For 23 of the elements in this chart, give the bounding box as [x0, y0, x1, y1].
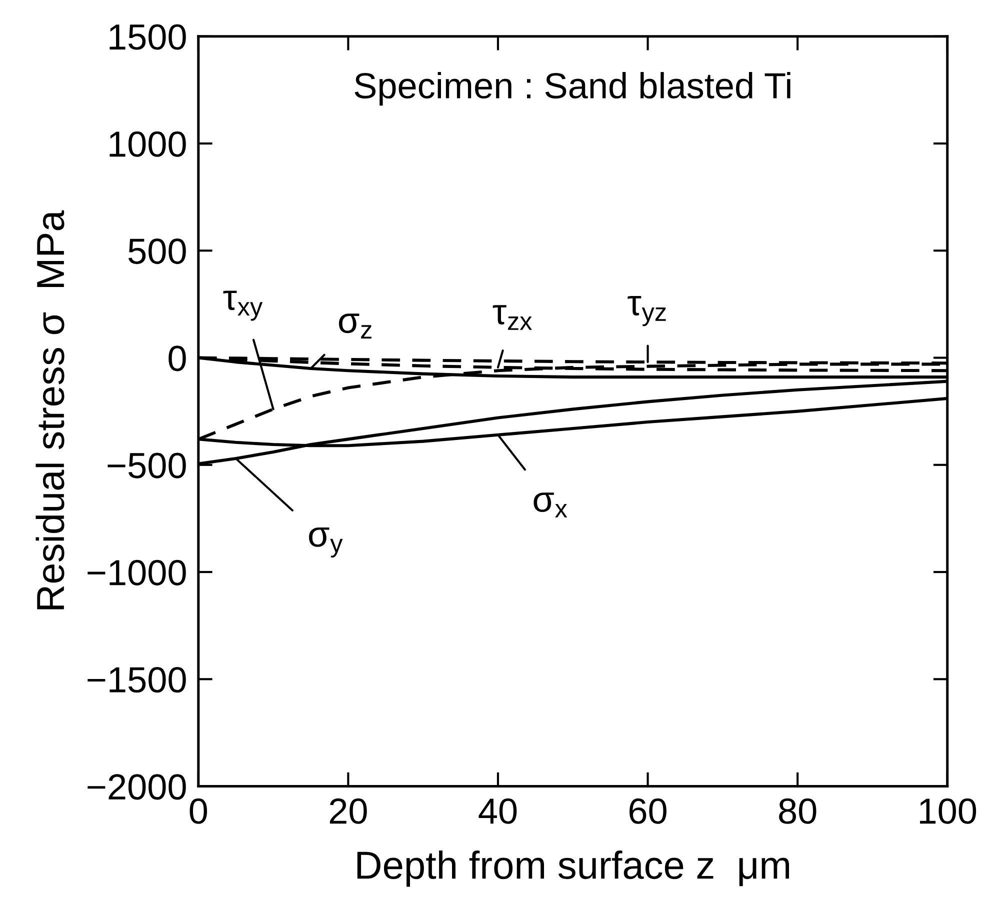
- x-tick-label: 80: [779, 798, 816, 824]
- legend-label: σ$_{x}$: [534, 492, 568, 518]
- x-tick-label: 40: [478, 798, 517, 824]
- series-label: τ$_{yz}$: [628, 296, 666, 326]
- y-tick-label: 1500: [110, 24, 186, 50]
- x-tick-label: 0: [190, 798, 208, 824]
- series-label: σ$_{z}$: [338, 314, 372, 338]
- series-label: τ$_{zx}$: [492, 305, 532, 330]
- y-axis-title: Residual stress σ MPa: [36, 210, 64, 610]
- x-tick-label: 100: [920, 798, 976, 824]
- x-axis-title: Depth from surface z μm: [357, 850, 789, 887]
- x-tick-label: 60: [630, 798, 666, 824]
- y-tick-label: −1500: [88, 667, 186, 693]
- y-tick-label: −2000: [88, 774, 186, 800]
- text: Specimen : Sand blasted Ti: [354, 72, 790, 106]
- x-tick-label: 20: [330, 798, 367, 824]
- y-tick-label: 0: [168, 346, 186, 372]
- y-tick-label: −1000: [88, 560, 186, 586]
- text: σ$_{y}$: [309, 527, 343, 558]
- y-tick-label: −500: [108, 452, 186, 478]
- y-tick-label: 500: [128, 238, 186, 264]
- text: τ$_{xy}$: [223, 290, 263, 321]
- y-tick-label: 1000: [110, 131, 186, 157]
